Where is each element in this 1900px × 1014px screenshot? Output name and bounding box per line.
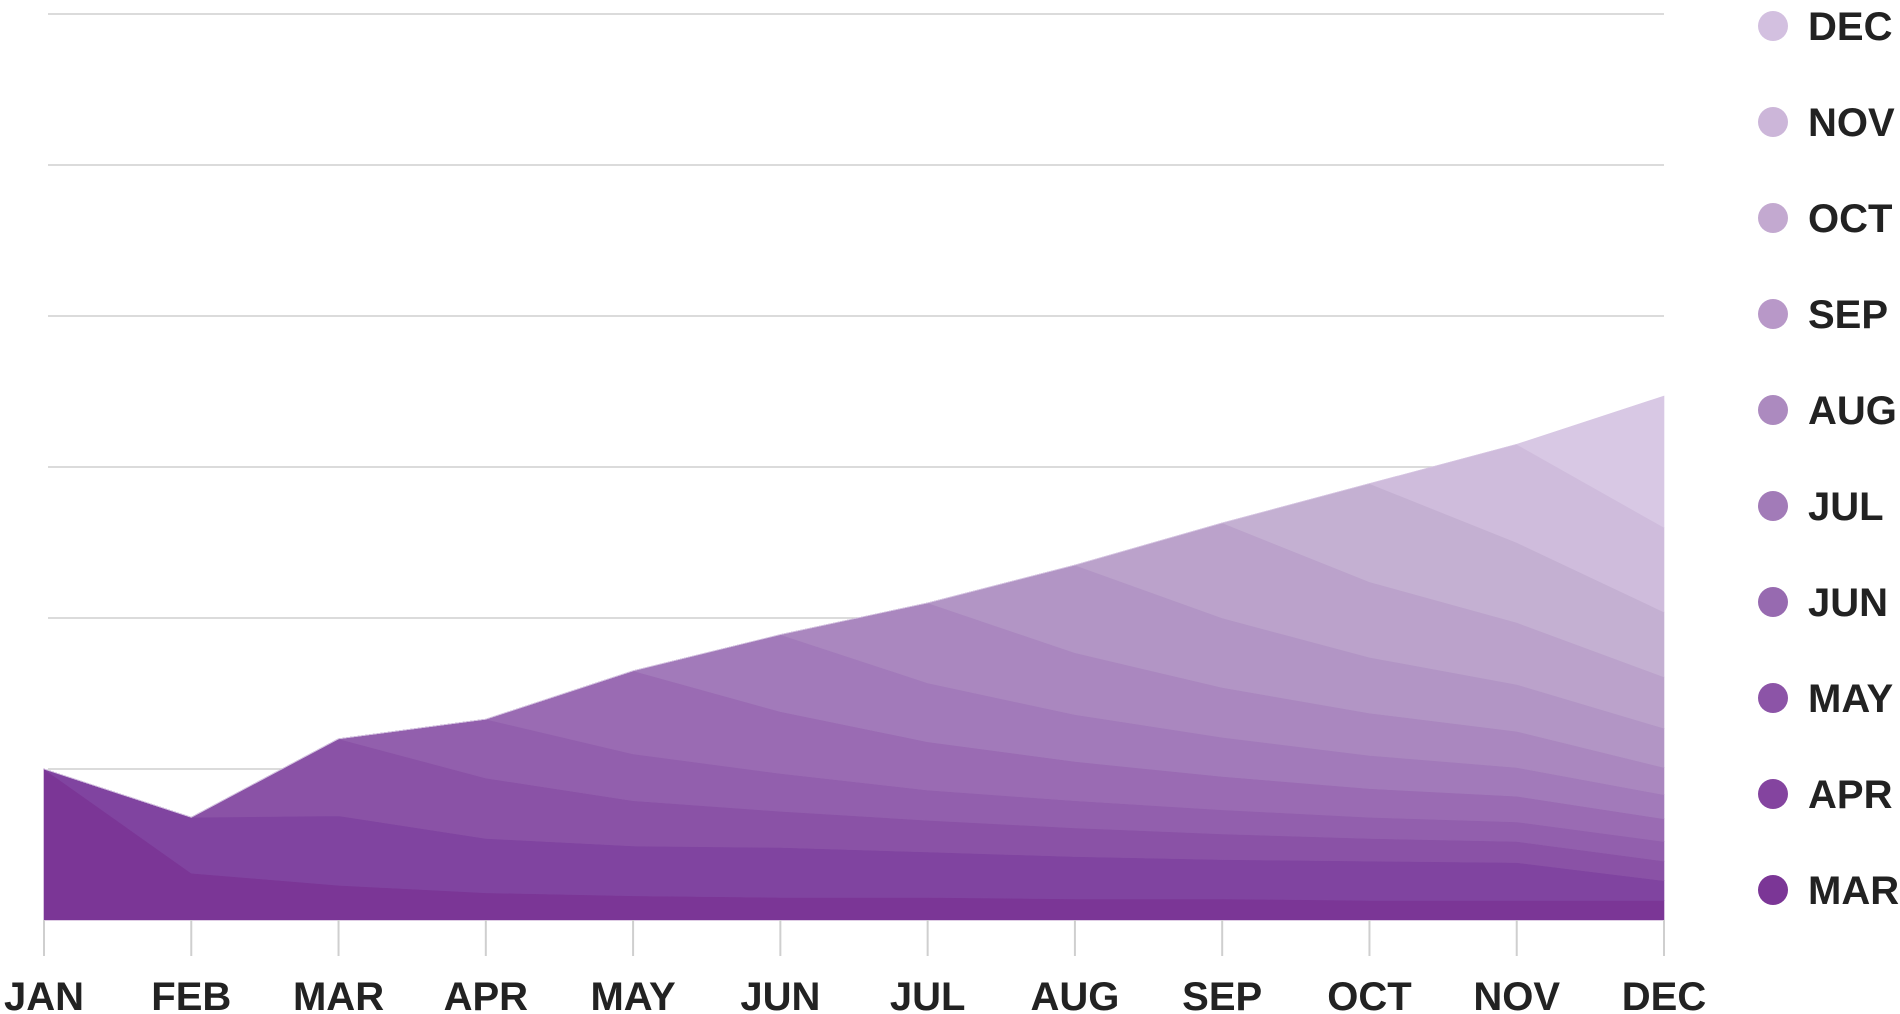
area-series <box>43 395 1665 921</box>
x-tick-label-jul: JUL <box>890 975 966 1014</box>
legend-label-may: MAY <box>1808 677 1894 721</box>
legend-label-jul: JUL <box>1808 485 1884 529</box>
x-tick-label-aug: AUG <box>1030 975 1119 1014</box>
legend-swatch <box>1758 107 1788 137</box>
legend-label-dec: DEC <box>1808 5 1892 49</box>
x-tick-label-oct: OCT <box>1327 975 1411 1014</box>
x-tick-label-apr: APR <box>444 975 529 1014</box>
legend-swatch <box>1758 491 1788 521</box>
x-tick-label-feb: FEB <box>151 975 231 1014</box>
legend-swatch <box>1758 395 1788 425</box>
legend-label-sep: SEP <box>1808 293 1888 337</box>
legend-label-mar: MAR <box>1808 869 1899 913</box>
area-series-nov-11 <box>43 395 1665 818</box>
legend: DEC NOV OCT SEP AUG JUL JUN MAY APR MAR <box>1758 5 1899 913</box>
legend-label-apr: APR <box>1808 773 1893 817</box>
x-tick-label-jan: JAN <box>4 975 84 1014</box>
legend-label-oct: OCT <box>1808 197 1892 241</box>
legend-label-aug: AUG <box>1808 389 1897 433</box>
legend-swatch <box>1758 203 1788 233</box>
legend-swatch <box>1758 875 1788 905</box>
x-tick-label-mar: MAR <box>293 975 384 1014</box>
legend-label-nov: NOV <box>1808 101 1895 145</box>
legend-swatch <box>1758 587 1788 617</box>
x-tick-label-jun: JUN <box>740 975 820 1014</box>
legend-swatch <box>1758 779 1788 809</box>
x-tick-label-sep: SEP <box>1182 975 1262 1014</box>
x-tick-label-may: MAY <box>590 975 676 1014</box>
legend-label-jun: JUN <box>1808 581 1888 625</box>
legend-swatch <box>1758 11 1788 41</box>
legend-swatch <box>1758 683 1788 713</box>
legend-swatch <box>1758 299 1788 329</box>
x-tick-label-dec: DEC <box>1622 975 1706 1014</box>
x-axis: JAN FEB MAR APR MAY JUN JUL AUG SEP OCT NOV DEC <box>4 920 1706 1014</box>
x-tick-label-nov: NOV <box>1473 975 1560 1014</box>
